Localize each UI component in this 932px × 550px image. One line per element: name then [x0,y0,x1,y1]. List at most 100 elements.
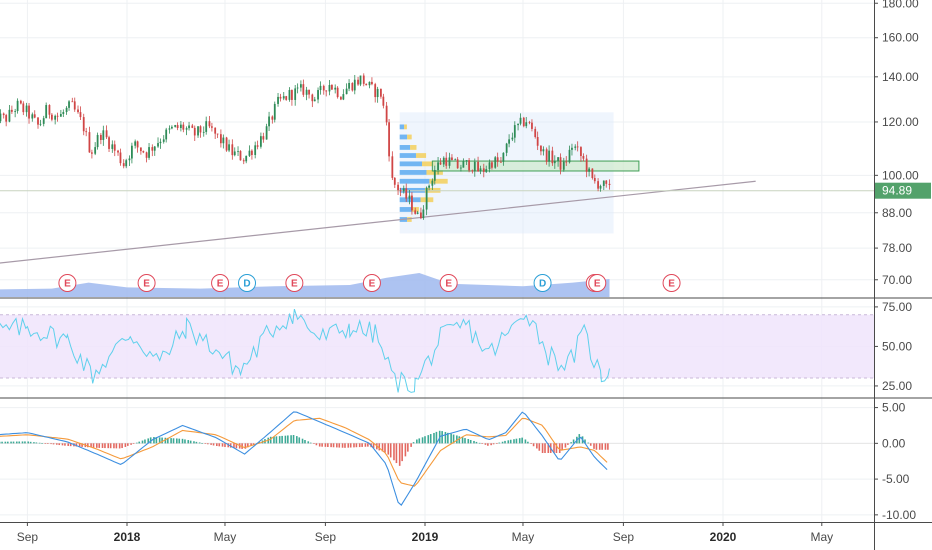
macd-line[interactable] [0,411,608,506]
candle-57[interactable] [153,146,156,151]
candle-190[interactable] [534,128,537,138]
candle-156[interactable] [437,162,439,170]
candle-160[interactable] [448,157,451,166]
candle-62[interactable] [168,128,171,130]
candle-207[interactable] [582,156,585,159]
candle-13[interactable] [28,105,30,119]
candle-114[interactable] [317,90,319,100]
candle-84[interactable] [231,144,234,156]
candle-72[interactable] [197,126,199,136]
candle-144[interactable] [402,188,405,192]
candle-32[interactable] [82,117,85,132]
candle-169[interactable] [473,161,476,172]
candle-30[interactable] [77,109,79,113]
candle-171[interactable] [479,168,482,172]
candle-21[interactable] [50,114,53,120]
candle-120[interactable] [334,87,337,90]
candle-67[interactable] [182,124,185,130]
candle-18[interactable] [42,118,45,124]
zone-box[interactable] [431,160,640,172]
candle-129[interactable] [359,75,362,85]
candle-70[interactable] [191,125,194,128]
candle-197[interactable] [553,161,556,164]
candle-52[interactable] [139,147,142,152]
candle-136[interactable] [380,88,382,97]
candle-85[interactable] [233,151,236,156]
candle-37[interactable] [96,134,99,148]
candle-110[interactable] [305,89,308,95]
candle-143[interactable] [399,190,402,192]
candle-126[interactable] [351,83,354,91]
candle-43[interactable] [113,144,116,151]
candle-195[interactable] [548,150,550,162]
candle-76[interactable] [208,121,211,127]
candle-189[interactable] [531,122,533,129]
candle-134[interactable] [374,84,377,98]
candles[interactable] [0,73,611,220]
candle-51[interactable] [136,141,139,148]
candle-177[interactable] [496,157,499,162]
candle-148[interactable] [414,210,417,214]
candle-213[interactable] [599,185,602,189]
candle-135[interactable] [376,88,379,98]
candle-125[interactable] [348,83,350,89]
candle-3[interactable] [0,113,2,122]
candle-145[interactable] [405,188,408,199]
dividend-badge-7[interactable]: D [533,274,552,292]
candle-27[interactable] [68,101,70,108]
candle-191[interactable] [536,137,539,146]
candle-6[interactable] [8,109,11,122]
candle-149[interactable] [416,212,419,214]
candle-92[interactable] [254,145,257,155]
candle-133[interactable] [371,81,373,85]
candle-123[interactable] [342,94,345,100]
candle-153[interactable] [428,185,430,188]
candle-89[interactable] [245,155,248,162]
candle-192[interactable] [540,145,542,152]
candle-28[interactable] [71,101,74,103]
candle-146[interactable] [408,195,411,199]
candle-206[interactable] [580,147,582,157]
candle-115[interactable] [319,85,322,91]
candle-172[interactable] [482,168,485,172]
candle-60[interactable] [162,139,165,142]
candle-155[interactable] [433,169,436,181]
candle-147[interactable] [411,195,413,211]
candle-44[interactable] [117,150,119,153]
candle-167[interactable] [468,160,470,171]
candle-86[interactable] [237,151,239,152]
trendline[interactable] [0,180,756,265]
candle-36[interactable] [94,147,97,154]
candle-14[interactable] [31,114,34,119]
candle-175[interactable] [491,162,493,168]
candle-71[interactable] [193,127,196,136]
candle-75[interactable] [205,121,208,132]
candle-210[interactable] [591,168,594,178]
candle-181[interactable] [508,139,510,144]
candle-20[interactable] [48,105,51,115]
candle-11[interactable] [22,103,25,113]
candle-216[interactable] [608,183,611,185]
candle-34[interactable] [88,132,91,153]
candle-204[interactable] [574,146,577,148]
candle-90[interactable] [248,150,251,156]
candle-81[interactable] [222,137,225,144]
candle-47[interactable] [125,160,128,167]
candle-109[interactable] [302,84,305,95]
price-pane[interactable]: EEEDEEEDEEE [0,73,874,297]
candle-35[interactable] [90,152,93,154]
candle-116[interactable] [322,85,325,91]
candle-46[interactable] [122,163,125,167]
candle-54[interactable] [145,152,148,158]
dividend-badge-3[interactable]: D [238,274,257,292]
candle-25[interactable] [62,112,65,115]
candle-38[interactable] [99,134,102,140]
candle-33[interactable] [85,131,88,133]
candle-184[interactable] [517,123,519,126]
earnings-badge-2[interactable]: E [211,274,230,292]
candle-55[interactable] [148,147,150,158]
candle-141[interactable] [393,177,396,185]
candle-164[interactable] [460,167,462,169]
candle-66[interactable] [179,124,182,129]
